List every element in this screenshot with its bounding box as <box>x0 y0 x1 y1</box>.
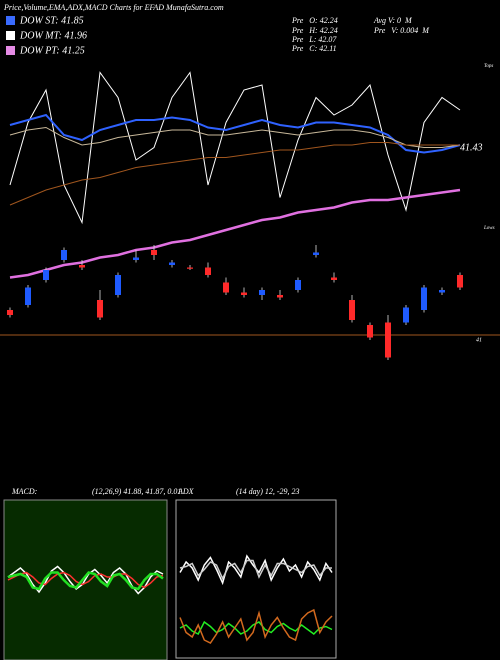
candle-body <box>295 280 301 290</box>
adx-params: (14 day) 12, -29, 23 <box>236 487 300 496</box>
candle-body <box>25 287 31 305</box>
candle-body <box>43 270 49 280</box>
adx-panel <box>175 499 337 659</box>
legend-swatch <box>6 16 15 25</box>
candle-body <box>187 267 193 269</box>
macd-params: (12,26,9) 41.88, 41.87, 0.01 <box>92 487 181 496</box>
quote: Pre O: 42.24 <box>291 16 338 25</box>
legend-label: DOW PT: 41.25 <box>19 45 85 56</box>
candle-body <box>313 252 319 255</box>
candle-body <box>223 282 229 293</box>
quote: Pre C: 42.11 <box>291 44 337 53</box>
lows-label: Lows <box>483 226 495 231</box>
line <box>9 126 461 148</box>
level-label: 41 <box>476 336 482 343</box>
line <box>179 559 332 581</box>
candle-body <box>421 287 427 310</box>
candle-body <box>151 250 157 255</box>
line <box>179 608 333 644</box>
line <box>7 571 164 591</box>
volume: Avg V: 0 M <box>373 16 413 25</box>
legend-label: DOW MT: 41.96 <box>19 30 87 41</box>
title: Price,Volume,EMA,ADX,MACD Charts for EFA… <box>3 3 224 12</box>
candle-body <box>115 275 121 295</box>
tops-label: Tops <box>484 64 493 69</box>
candle-body <box>403 307 409 323</box>
line <box>7 565 164 595</box>
adx-label: ADX <box>177 487 195 496</box>
line <box>9 188 461 279</box>
candle-body <box>7 310 13 315</box>
macd-label: MACD: <box>11 487 38 496</box>
candle-body <box>457 275 463 288</box>
line <box>7 571 164 589</box>
candle-body <box>169 262 175 265</box>
quote: Pre H: 42.24 <box>291 26 338 35</box>
candle-body <box>97 300 103 318</box>
candle-body <box>349 300 355 320</box>
line <box>9 142 460 206</box>
ema-label: 41.43 <box>460 142 483 153</box>
line <box>9 113 461 154</box>
candle-body <box>241 292 247 295</box>
candle-body <box>61 250 67 260</box>
candle-body <box>79 265 85 268</box>
candle-body <box>331 277 337 280</box>
line <box>9 71 461 225</box>
legend-label: DOW ST: 41.85 <box>19 15 84 26</box>
legend-swatch <box>6 46 15 55</box>
candle-body <box>133 257 139 260</box>
candle-body <box>367 325 373 338</box>
candle-body <box>259 290 265 295</box>
quote: Pre L: 42.07 <box>291 35 337 44</box>
legend-swatch <box>6 31 15 40</box>
candle-body <box>277 295 283 298</box>
candle-body <box>439 290 445 293</box>
volume: Pre V: 0.004 M <box>373 26 430 35</box>
candle-body <box>385 322 391 358</box>
candle-body <box>205 267 211 275</box>
